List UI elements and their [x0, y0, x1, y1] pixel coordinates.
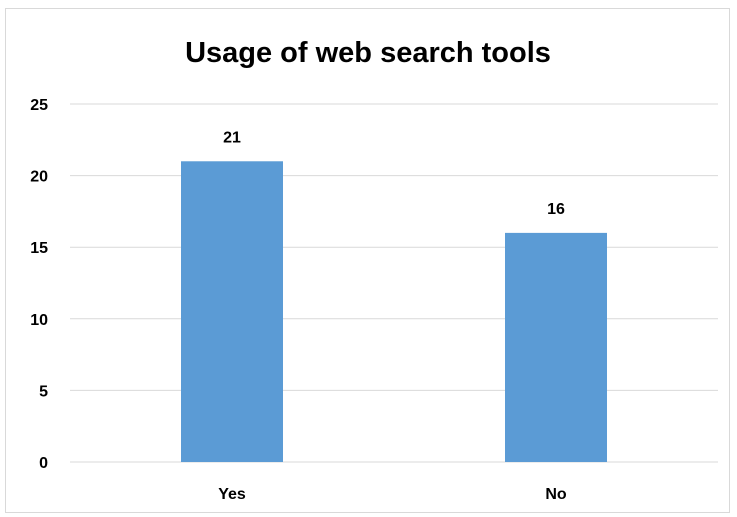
data-label-yes: 21	[223, 129, 241, 146]
y-tick-label: 20	[30, 169, 48, 186]
x-category-label-no: No	[545, 486, 567, 503]
chart-title: Usage of web search tools	[185, 37, 551, 69]
x-axis-categories: Yes No	[218, 486, 567, 503]
data-label-no: 16	[547, 201, 565, 218]
chart-frame	[5, 8, 730, 513]
y-axis-ticks: 0 5 10 15 20 25	[30, 97, 48, 472]
bars	[181, 161, 607, 462]
y-tick-label: 5	[39, 383, 48, 400]
x-category-label-yes: Yes	[218, 486, 246, 503]
y-tick-label: 15	[30, 240, 48, 257]
data-labels: 21 16	[223, 129, 565, 218]
bar-no	[505, 232, 607, 462]
y-tick-label: 10	[30, 312, 48, 329]
y-tick-label: 25	[30, 97, 48, 114]
gridlines	[70, 103, 718, 463]
bar-yes	[181, 161, 283, 462]
y-tick-label: 0	[39, 455, 48, 472]
